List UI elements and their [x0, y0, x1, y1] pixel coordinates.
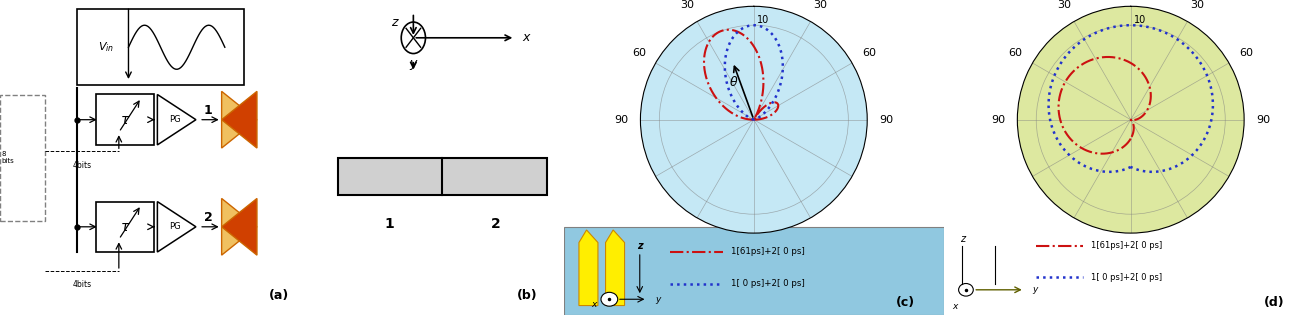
Text: x: x: [591, 300, 597, 309]
Text: PG: PG: [169, 222, 181, 231]
FancyBboxPatch shape: [97, 94, 155, 145]
Text: $\theta$: $\theta$: [729, 75, 738, 89]
Text: 4bits: 4bits: [72, 280, 92, 289]
Text: 2: 2: [490, 217, 501, 231]
Polygon shape: [222, 91, 257, 148]
Text: x: x: [952, 302, 957, 312]
Text: y: y: [656, 295, 661, 304]
Text: z: z: [637, 241, 642, 251]
Bar: [564, 227, 944, 315]
Text: 1: 1: [205, 104, 212, 117]
Text: $V_{in}$: $V_{in}$: [98, 40, 114, 54]
Text: (b): (b): [517, 289, 538, 302]
Polygon shape: [157, 94, 195, 145]
Text: 2: 2: [205, 211, 212, 224]
Text: (d): (d): [1264, 296, 1285, 309]
Text: 1[61ps]+2[ 0 ps]: 1[61ps]+2[ 0 ps]: [1091, 241, 1162, 250]
Text: y: y: [1032, 285, 1037, 294]
Polygon shape: [579, 230, 598, 306]
Text: 8
bits: 8 bits: [1, 151, 14, 164]
Circle shape: [600, 292, 617, 306]
Text: (a): (a): [269, 289, 290, 302]
Text: 4bits: 4bits: [72, 161, 92, 170]
FancyBboxPatch shape: [97, 202, 155, 252]
Text: 1[ 0 ps]+2[ 0 ps]: 1[ 0 ps]+2[ 0 ps]: [1091, 273, 1162, 282]
Text: 1: 1: [384, 217, 395, 231]
Text: y: y: [409, 56, 417, 70]
Polygon shape: [222, 198, 257, 255]
Text: $\tau$: $\tau$: [121, 220, 131, 234]
Circle shape: [401, 22, 426, 54]
Polygon shape: [157, 202, 195, 252]
Text: 1[61ps]+2[ 0 ps]: 1[61ps]+2[ 0 ps]: [732, 248, 805, 256]
FancyBboxPatch shape: [77, 9, 244, 85]
Text: 1[ 0 ps]+2[ 0 ps]: 1[ 0 ps]+2[ 0 ps]: [732, 279, 805, 288]
Polygon shape: [222, 91, 257, 148]
Text: x: x: [523, 31, 530, 44]
Polygon shape: [606, 230, 624, 306]
Bar: [0, 94, 45, 220]
Text: $\tau$: $\tau$: [121, 113, 131, 127]
Text: PG: PG: [169, 115, 181, 124]
Polygon shape: [222, 198, 257, 255]
Text: z: z: [391, 15, 397, 29]
Circle shape: [958, 284, 973, 296]
Text: z: z: [960, 234, 965, 244]
Text: (c): (c): [897, 296, 915, 309]
Bar: [338, 158, 547, 195]
